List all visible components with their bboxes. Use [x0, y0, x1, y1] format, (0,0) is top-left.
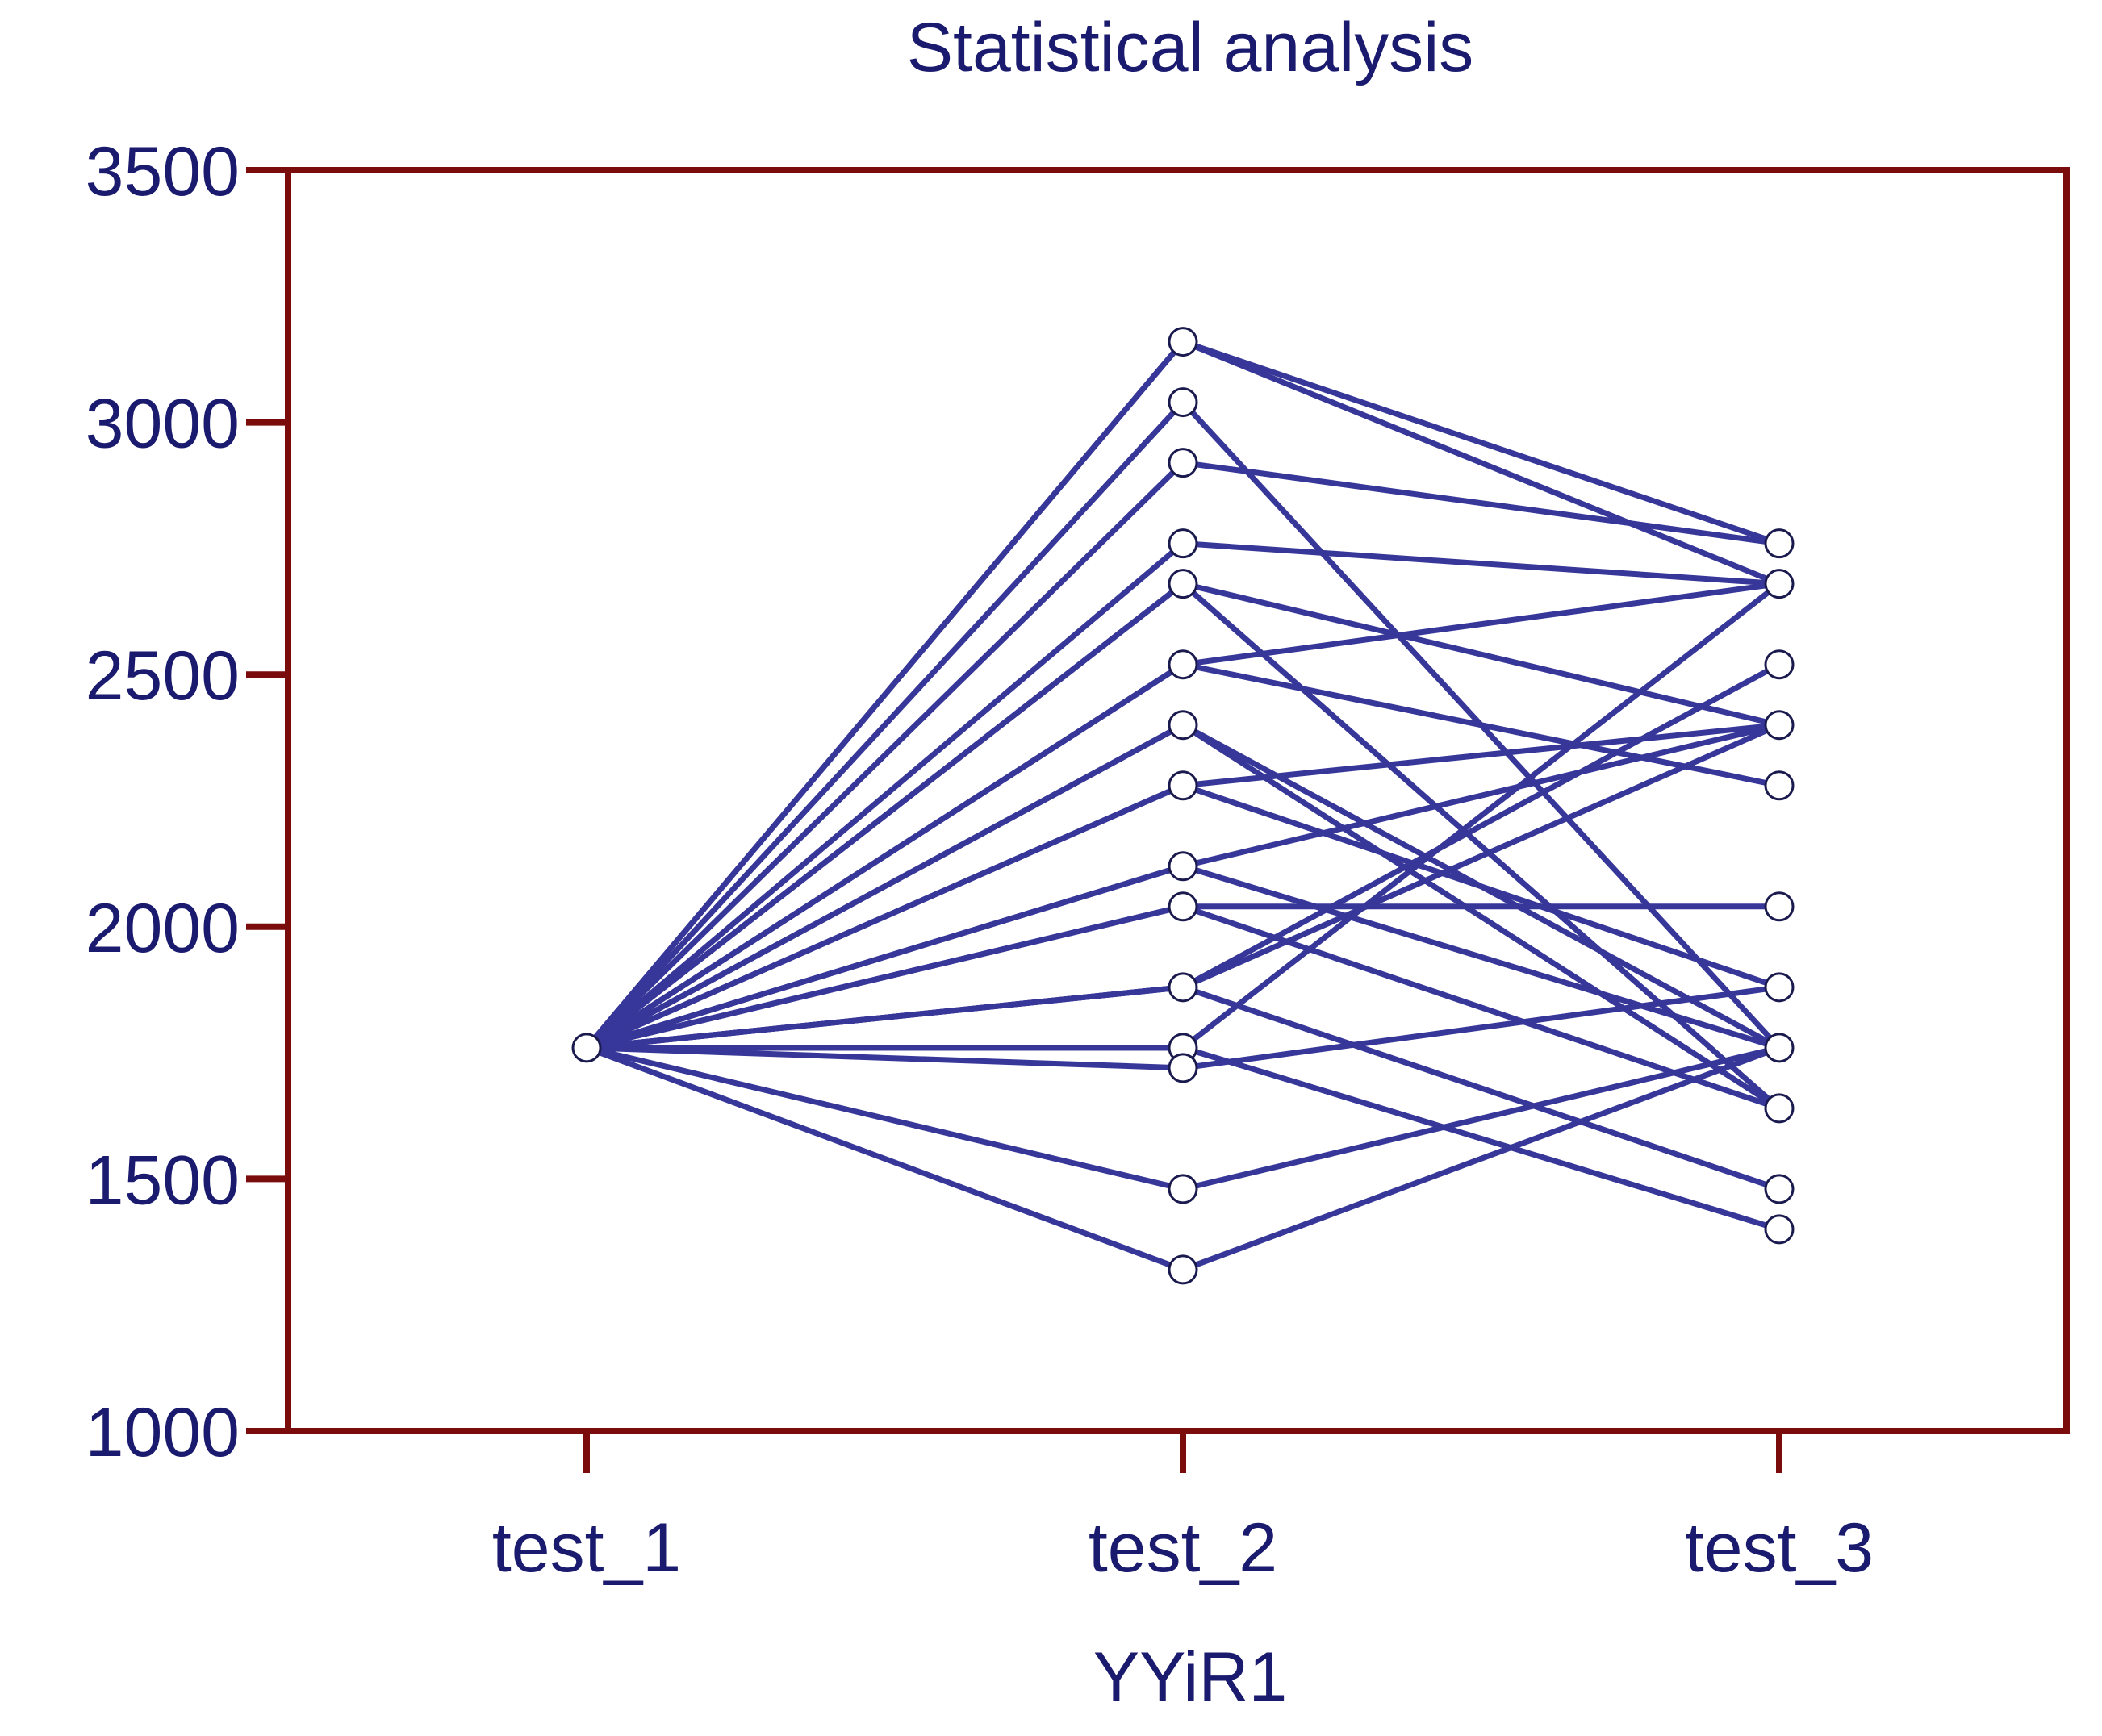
data-point	[1168, 1053, 1198, 1083]
chart-title: Statistical analysis	[907, 9, 1474, 86]
y-axis: 1000 1500 2000 2500 3000 3500	[86, 133, 288, 1471]
data-point	[1764, 1033, 1795, 1063]
data-point	[1168, 448, 1198, 478]
x-tick-label: test_2	[1089, 1509, 1277, 1587]
data-point	[1168, 649, 1198, 680]
data-point	[1168, 1174, 1198, 1204]
data-point	[1168, 770, 1198, 801]
data-point	[1764, 528, 1795, 559]
data-point	[1168, 569, 1198, 599]
y-tick-label: 3500	[86, 133, 240, 211]
data-point	[1168, 710, 1198, 741]
x-axis: test_1 test_2 test_3	[492, 1431, 1874, 1587]
x-axis-label: YYiR1	[1093, 1638, 1288, 1716]
data-point	[1168, 972, 1198, 1003]
data-point	[1764, 710, 1795, 741]
data-point	[1168, 851, 1198, 882]
data-point	[571, 1033, 602, 1063]
x-tick-label: test_3	[1685, 1509, 1874, 1587]
y-tick-label: 2500	[86, 637, 240, 715]
data-point	[1764, 891, 1795, 922]
x-tick-label: test_1	[492, 1509, 681, 1587]
data-point	[1168, 1254, 1198, 1285]
data-point	[1168, 387, 1198, 418]
data-point	[1764, 972, 1795, 1003]
plot-frame	[285, 167, 2070, 1434]
data-point	[1764, 569, 1795, 599]
series-line-subject_1	[583, 339, 1782, 1051]
y-tick-label: 2000	[86, 890, 240, 967]
data-point	[1168, 891, 1198, 922]
y-tick-label: 1500	[86, 1141, 240, 1219]
series-lines	[583, 339, 1782, 1273]
y-tick-label: 3000	[86, 386, 240, 463]
data-point	[1764, 1093, 1795, 1124]
data-point	[1764, 649, 1795, 680]
data-point	[1764, 1174, 1795, 1204]
data-point	[1168, 327, 1198, 357]
data-point	[1764, 770, 1795, 801]
data-point	[1168, 528, 1198, 559]
y-tick-label: 1000	[86, 1394, 240, 1471]
series-line-subject_2	[583, 339, 1782, 1051]
data-points	[571, 327, 1795, 1285]
data-point	[1764, 1214, 1795, 1245]
